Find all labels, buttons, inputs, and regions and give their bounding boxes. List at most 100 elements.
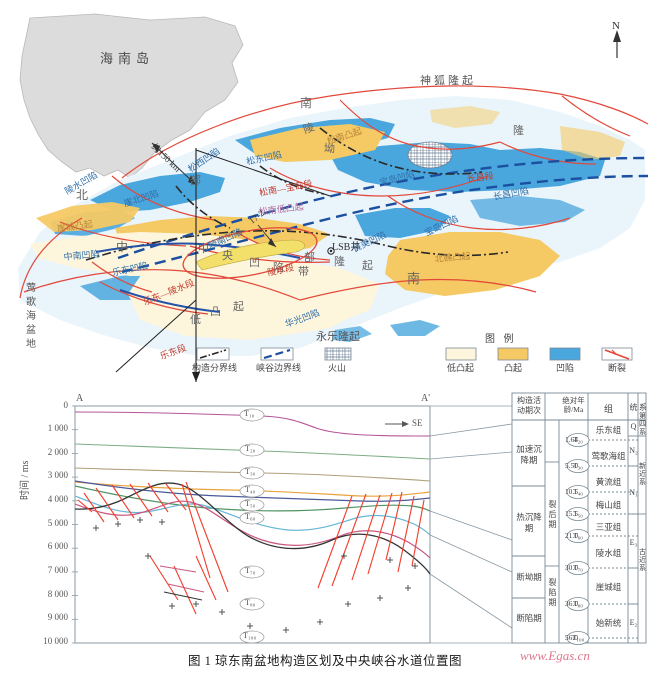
section-ytick-8: 8 000 (47, 589, 68, 599)
map-label-south-2: 隆 (334, 256, 345, 268)
strat-stage-3: 断陷期 (516, 613, 542, 623)
legend-swatches (196, 347, 633, 361)
strat-age-4: 21.0 (564, 531, 578, 540)
canyon-highlight (182, 227, 318, 279)
section-ytick-9: 9 000 (47, 612, 68, 622)
legend-label-4: 凸起 (504, 363, 523, 373)
map-label-south-3: 起 (362, 260, 373, 272)
map-label-long-east: 隆 (513, 125, 524, 137)
horizon-T50 (75, 480, 430, 502)
well-symbol (327, 247, 335, 255)
map-label-zhong: 中 (116, 240, 129, 254)
strat-formation-7: 始新统 (595, 618, 622, 628)
legend-label-0: 构造分界线 (192, 363, 238, 373)
map-section-line (115, 148, 331, 382)
strat-age-6: 36.0 (564, 599, 578, 608)
fault-lines (77, 481, 425, 615)
section-right-label: A' (421, 393, 431, 404)
section-ytick-1: 1 000 (47, 423, 68, 433)
figure-caption: 图 1 琼东南盆地构造区划及中央峡谷水道位置图 (187, 654, 462, 668)
legend-label-5: 凹陷 (556, 363, 575, 373)
fault-interior-traces (159, 565, 205, 593)
strat-system-0: 第四系 (639, 412, 646, 436)
map-label-hainan: 海南岛 (100, 51, 155, 66)
strat-header-age: 绝对年龄/Ma (562, 396, 585, 414)
strat-header-stage: 构造活动期次 (517, 396, 541, 415)
horizon-T10 (75, 411, 430, 437)
map-label-lowuplift-1: 低 (190, 314, 201, 326)
north-arrow (613, 30, 621, 58)
strat-system-2: 古近系 (639, 548, 646, 572)
gasfield-marker (257, 224, 277, 248)
strat-formation-6: 崖城组 (595, 582, 622, 592)
se-direction-arrow (385, 421, 409, 427)
north-label: N (612, 20, 620, 32)
section-horizon-label-1: T₂₀ (245, 444, 256, 453)
section-ytick-5: 5 000 (47, 518, 68, 528)
strat-age-0: 1.64 (564, 435, 578, 444)
section-horizon-label-3: T₄₀ (245, 485, 256, 494)
strat-age-3: 15.5 (564, 509, 578, 518)
strat-age-7: 56.0 (564, 633, 578, 642)
tectonic-divider-lines (85, 127, 509, 261)
strat-formation-2: 黄流组 (595, 477, 622, 487)
legend-swatch-5 (549, 347, 581, 361)
section-ytick-0: 0 (63, 400, 69, 410)
strat-marker-0: T₂₀ (573, 435, 583, 444)
strat-marker-3: T₅₀ (573, 509, 583, 518)
map-label-nan-south: 南 (407, 271, 421, 286)
section-horizon-label-5: T₆₀ (245, 512, 256, 521)
map-label-nan-north: 南 (300, 96, 313, 110)
section-ytick-6: 6 000 (47, 541, 68, 551)
section-left-label: A (76, 393, 84, 404)
legend-title: 图 例 (485, 334, 517, 345)
map-label-yinggehai: 莺歌海盆地 (26, 283, 36, 350)
map-label-bei: 北 (76, 188, 89, 202)
strat-formation-0: 乐东组 (595, 425, 622, 435)
strat-formation-4: 三亚组 (595, 522, 622, 532)
legend-swatch-0 (196, 347, 230, 361)
basement-crosses (93, 517, 418, 633)
map-label-central-2: 央 (222, 250, 233, 262)
horizon-T70 (75, 495, 430, 536)
section-direction-label: SE (412, 418, 423, 428)
legend-label-6: 断裂 (608, 363, 627, 373)
section-ytick-7: 7 000 (47, 565, 68, 575)
strat-marker-2: T₄₀ (573, 487, 583, 496)
section-ytick-10: 10 000 (43, 636, 68, 646)
section-horizon-label-8: T₁₀₀ (243, 631, 257, 640)
strat-series-1: N₂ (629, 446, 638, 455)
map-panel (18, 13, 649, 382)
strat-header-formation: 组 (603, 404, 613, 414)
section-table-connectors (429, 405, 513, 644)
strat-marker-5: T₇₀ (573, 563, 583, 572)
strat-substage-1: 裂陷期 (548, 578, 557, 607)
strat-series-0: Q (630, 422, 637, 431)
cross-section-panel (72, 405, 513, 644)
strat-marker-1: T₃₀ (573, 461, 583, 470)
age-marker-ellipses (566, 433, 590, 645)
canyon-fill-segment (195, 239, 305, 271)
section-ytick-3: 3 000 (47, 470, 68, 480)
strat-header-series: 统 (629, 403, 638, 412)
strat-series-4: E₂ (629, 618, 638, 627)
legend-swatch-6 (601, 347, 633, 361)
strat-formation-1: 莺歌海组 (591, 451, 626, 461)
strat-formation-3: 梅山组 (595, 500, 622, 510)
strat-series-2: N₁ (629, 488, 638, 497)
legend-swatch-3 (445, 347, 477, 361)
legend-label-3: 低凸起 (447, 363, 475, 373)
map-label-shenhu-uplift: 神狐隆起 (420, 75, 476, 87)
horizon-T100 (75, 482, 430, 575)
strat-substage-0: 裂后期 (548, 500, 557, 529)
section-horizon-label-4: T₅₀ (245, 499, 256, 508)
structure-boundary-lines (19, 85, 649, 315)
strat-series-3: E₃ (629, 538, 638, 547)
legend-label-2: 火山 (328, 363, 347, 373)
legend-label-1: 峡谷边界线 (256, 363, 302, 373)
strat-age-5: 30.0 (564, 563, 578, 572)
map-label-south-1: 部 (304, 252, 315, 264)
strat-marker-6: T₈₀ (573, 599, 583, 608)
